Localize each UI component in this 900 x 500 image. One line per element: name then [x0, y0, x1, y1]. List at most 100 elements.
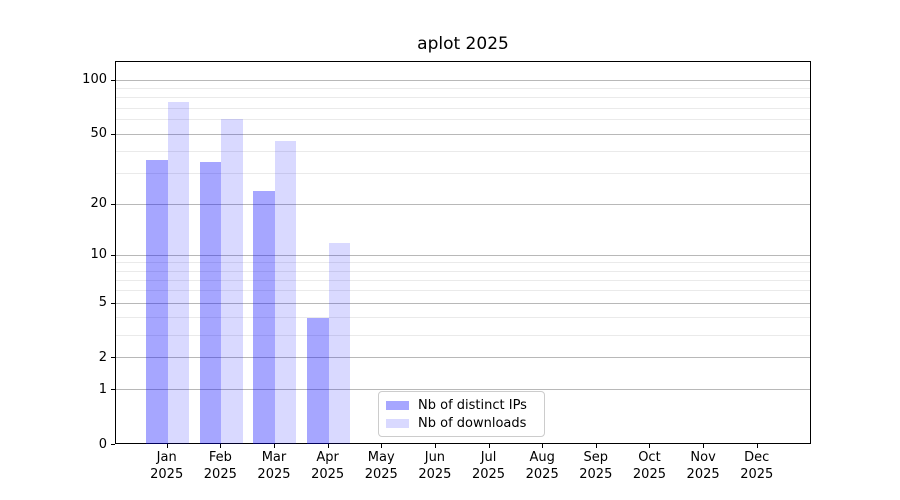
- gridline-minor: [116, 87, 810, 89]
- x-tick-mark: [220, 444, 222, 448]
- gridline-minor: [116, 290, 810, 292]
- year-label: 2025: [257, 467, 291, 482]
- gridline-major: [116, 302, 810, 304]
- legend-item: Nb of downloads: [386, 415, 536, 432]
- x-tick-mark: [542, 444, 544, 448]
- year-label: 2025: [632, 467, 666, 482]
- x-tick-label-dec: Dec 2025: [725, 449, 789, 483]
- year-label: 2025: [579, 467, 613, 482]
- month-label: Oct: [638, 450, 661, 465]
- y-tick-label: 50: [90, 126, 107, 142]
- y-tick-label: 20: [90, 196, 107, 212]
- year-label: 2025: [203, 467, 237, 482]
- gridline-major: [116, 203, 810, 205]
- gridline-major: [116, 389, 810, 391]
- x-tick-label-oct: Oct 2025: [617, 449, 681, 483]
- month-label: Nov: [690, 450, 716, 465]
- legend-swatch-icon: [386, 401, 409, 411]
- y-tick-mark: [111, 133, 115, 135]
- year-label: 2025: [740, 467, 774, 482]
- x-tick-mark: [595, 444, 597, 448]
- month-label: Mar: [261, 450, 287, 465]
- y-tick-label: 2: [98, 349, 107, 365]
- x-tick-mark: [327, 444, 329, 448]
- x-tick-mark: [434, 444, 436, 448]
- year-label: 2025: [471, 467, 506, 482]
- gridline-major: [116, 254, 810, 256]
- y-tick-label: 0: [98, 436, 107, 452]
- bar-nb-of-distinct-ips-mar: [253, 190, 275, 444]
- y-tick-label: 5: [98, 295, 107, 311]
- bar-nb-of-downloads-jan: [167, 102, 190, 444]
- y-tick-mark: [111, 254, 115, 256]
- gridline-major: [116, 357, 810, 359]
- legend-label: Nb of downloads: [418, 415, 527, 431]
- legend-item: Nb of distinct IPs: [386, 397, 536, 414]
- bar-nb-of-downloads-mar: [274, 141, 297, 444]
- gridline-minor: [116, 279, 810, 281]
- year-label: 2025: [525, 467, 559, 482]
- y-tick-mark: [111, 389, 115, 391]
- legend: Nb of distinct IPs Nb of downloads: [378, 391, 545, 437]
- gridline-minor: [116, 262, 810, 264]
- gridline-minor: [116, 150, 810, 152]
- month-label: Feb: [208, 450, 232, 465]
- month-label: Jul: [480, 450, 497, 465]
- bar-nb-of-distinct-ips-feb: [199, 162, 222, 444]
- y-tick-mark: [111, 302, 115, 304]
- bar-nb-of-distinct-ips-apr: [307, 317, 329, 444]
- x-tick-label-nov: Nov 2025: [671, 449, 735, 483]
- gridline-minor: [116, 172, 810, 174]
- month-label: May: [367, 450, 395, 465]
- y-tick-label: 1: [98, 381, 107, 397]
- year-label: 2025: [418, 467, 452, 482]
- x-tick-label-feb: Feb 2025: [188, 449, 252, 483]
- month-label: Apr: [316, 450, 339, 465]
- year-label: 2025: [311, 467, 345, 482]
- month-label: Jun: [424, 450, 446, 465]
- x-tick-mark: [488, 444, 490, 448]
- gridline-minor: [116, 119, 810, 121]
- x-tick-label-apr: Apr 2025: [296, 449, 360, 483]
- gridline-minor: [116, 107, 810, 109]
- x-tick-label-jun: Jun 2025: [403, 449, 467, 483]
- y-tick-mark: [111, 444, 115, 445]
- y-tick-mark: [111, 203, 115, 205]
- year-label: 2025: [150, 467, 184, 482]
- x-tick-mark: [756, 444, 758, 448]
- month-label: Sep: [583, 450, 609, 465]
- year-label: 2025: [364, 467, 398, 482]
- bar-nb-of-downloads-apr: [328, 242, 351, 444]
- month-label: Aug: [529, 450, 555, 465]
- x-tick-mark: [703, 444, 705, 448]
- y-tick-mark: [111, 357, 115, 359]
- bar-nb-of-distinct-ips-jan: [146, 159, 168, 444]
- x-tick-label-sep: Sep 2025: [564, 449, 628, 483]
- year-label: 2025: [686, 467, 720, 482]
- x-tick-label-jan: Jan 2025: [135, 449, 199, 483]
- gridline-minor: [116, 334, 810, 336]
- x-tick-label-aug: Aug 2025: [510, 449, 574, 483]
- x-tick-mark: [649, 444, 651, 448]
- x-tick-mark: [166, 444, 168, 448]
- y-tick-label: 10: [90, 247, 107, 263]
- gridline-minor: [116, 97, 810, 99]
- x-tick-label-may: May 2025: [349, 449, 413, 483]
- x-tick-label-jul: Jul 2025: [457, 449, 521, 483]
- legend-label: Nb of distinct IPs: [418, 398, 527, 414]
- plot-area: [115, 61, 811, 444]
- chart-title: aplot 2025: [417, 34, 509, 54]
- y-tick-mark: [111, 79, 115, 81]
- bar-nb-of-downloads-feb: [221, 119, 243, 444]
- gridline-major: [116, 79, 810, 81]
- x-tick-label-mar: Mar 2025: [242, 449, 306, 483]
- gridline-minor: [116, 270, 810, 272]
- legend-swatch-icon: [386, 418, 409, 428]
- y-tick-label: 100: [82, 72, 107, 88]
- gridline-minor: [116, 316, 810, 318]
- x-tick-mark: [273, 444, 275, 448]
- x-tick-mark: [381, 444, 383, 448]
- month-label: Jan: [156, 450, 177, 465]
- month-label: Dec: [744, 450, 770, 465]
